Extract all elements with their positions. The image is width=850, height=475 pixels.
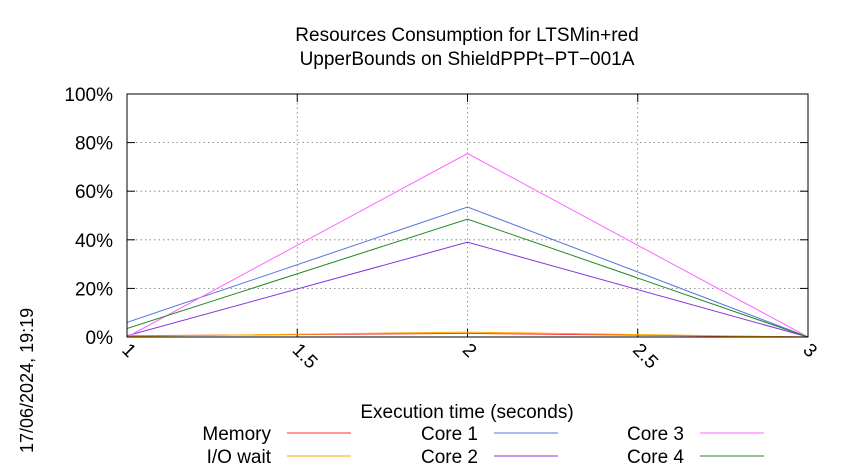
legend-label-core-1: Core 1	[421, 424, 478, 445]
y-tick-label: 60%	[75, 182, 113, 203]
plot-frame	[126, 93, 809, 338]
y-tick-label: 80%	[75, 134, 113, 155]
series-line-core-1	[126, 206, 809, 338]
x-tick-label: 2.5	[628, 340, 662, 374]
legend-label-core-2: Core 2	[421, 447, 478, 468]
x-tick-label: 1	[117, 340, 139, 362]
y-tick-label: 100%	[64, 85, 113, 106]
legend-label-core-3: Core 3	[627, 424, 684, 445]
legend-label-core-4: Core 4	[627, 447, 684, 468]
timestamp: 17/06/2024, 19:19	[17, 308, 37, 453]
y-tick-label: 40%	[75, 231, 113, 252]
series-line-core-4	[126, 218, 809, 338]
legend-label-memory: Memory	[202, 424, 271, 445]
x-tick-label: 2	[458, 340, 480, 362]
x-axis-label: Execution time (seconds)	[360, 402, 573, 423]
x-tick-label: 1.5	[288, 340, 322, 374]
y-tick-labels: 0% 20% 40% 60% 80% 100%	[64, 85, 113, 349]
series-lines	[126, 152, 809, 338]
series-line-i-o-wait	[126, 331, 809, 338]
series-line-core-3	[126, 152, 809, 338]
series-line-core-2	[126, 241, 809, 338]
chart-title-line-2: UpperBounds on ShieldPPPt−PT−001A	[300, 49, 635, 70]
legend-label-i-o-wait: I/O wait	[207, 447, 272, 468]
y-tick-label: 20%	[75, 279, 113, 300]
grid-lines	[126, 93, 809, 338]
x-tick-labels: 1 1.5 2 2.5 3	[117, 340, 820, 374]
x-tick-label: 3	[798, 340, 820, 362]
chart-title-line-1: Resources Consumption for LTSMin+red	[295, 25, 638, 46]
y-tick-label: 0%	[86, 328, 114, 349]
